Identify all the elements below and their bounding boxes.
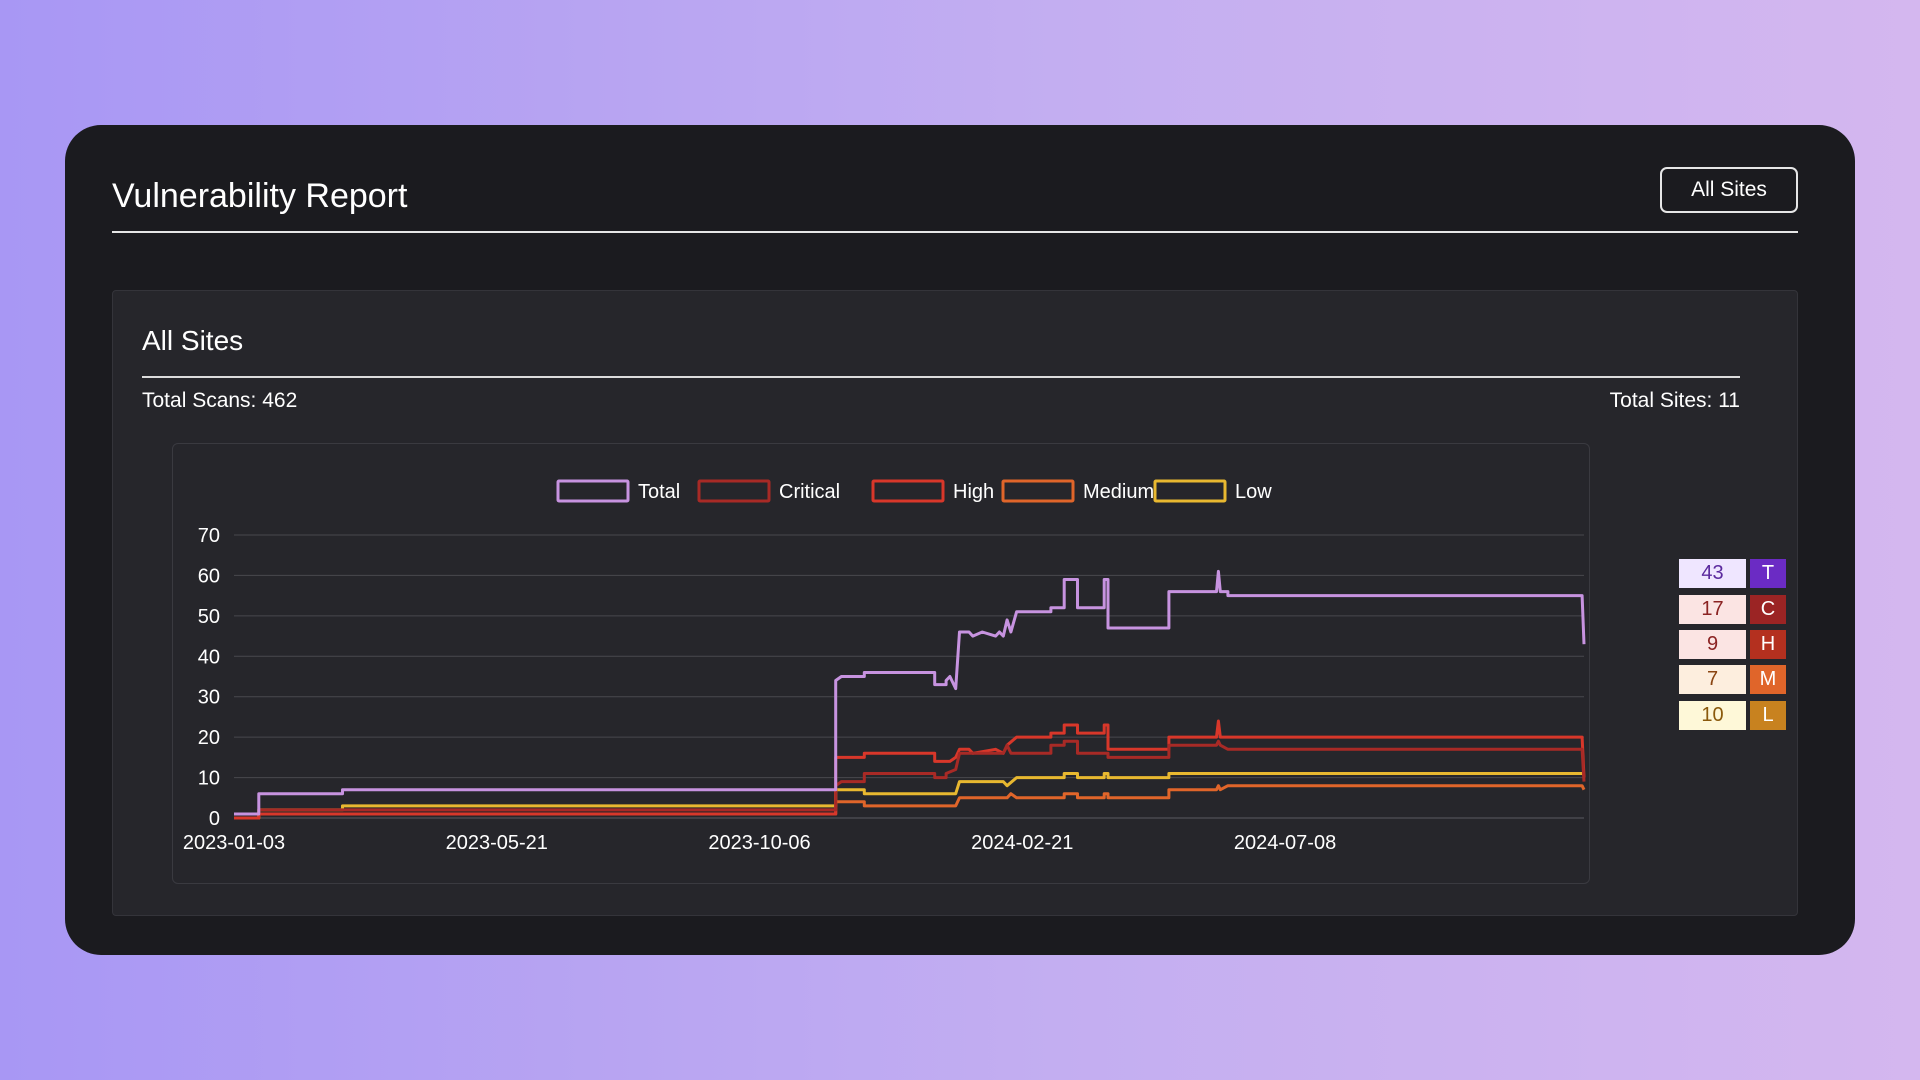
summary-low-key: L — [1750, 701, 1786, 730]
y-tick-label: 40 — [198, 646, 220, 668]
summary-high-key: H — [1750, 630, 1786, 659]
summary-medium: 7 M — [1679, 665, 1786, 694]
series-line-critical — [234, 739, 1586, 816]
report-header: Vulnerability Report All Sites — [112, 165, 1798, 233]
legend-label-total: Total — [638, 481, 680, 503]
x-tick-label: 2024-02-21 — [971, 832, 1073, 854]
summary-low-value: 10 — [1679, 701, 1746, 730]
summary-high: 9 H — [1679, 630, 1786, 659]
y-tick-label: 70 — [198, 525, 220, 547]
legend-swatch-total — [556, 479, 630, 503]
legend-label-high: High — [953, 481, 994, 503]
legend-swatch-high — [871, 479, 945, 503]
legend-swatch-critical — [697, 479, 771, 503]
x-tick-label: 2023-05-21 — [446, 832, 548, 854]
legend-swatch-low — [1153, 479, 1227, 503]
summary-medium-value: 7 — [1679, 665, 1746, 694]
legend-label-medium: Medium — [1083, 481, 1154, 503]
series-line-total — [234, 569, 1586, 816]
summary-critical: 17 C — [1679, 595, 1786, 624]
summary-critical-value: 17 — [1679, 595, 1746, 624]
page-title: Vulnerability Report — [112, 177, 408, 215]
site-panel: All Sites Total Scans: 462 Total Sites: … — [112, 290, 1798, 916]
summary-low: 10 L — [1679, 701, 1786, 730]
series-line-medium — [234, 784, 1586, 820]
x-tick-label: 2023-10-06 — [708, 832, 810, 854]
report-card: Vulnerability Report All Sites All Sites… — [65, 125, 1855, 955]
total-scans: Total Scans: 462 — [142, 389, 298, 412]
y-tick-label: 30 — [198, 687, 220, 709]
y-tick-label: 10 — [198, 768, 220, 790]
panel-divider — [142, 376, 1740, 378]
series-line-low — [234, 772, 1584, 820]
legend-label-critical: Critical — [779, 481, 840, 503]
legend-label-low: Low — [1235, 481, 1272, 503]
x-tick-label: 2023-01-03 — [183, 832, 285, 854]
vulnerability-chart: 0 10 20 30 40 50 60 70 2023-01-03 2023-05-21 2023-… — [172, 443, 1590, 884]
summary-total-key: T — [1750, 559, 1786, 588]
summary-total: 43 T — [1679, 559, 1786, 588]
summary-high-value: 9 — [1679, 630, 1746, 659]
chart-svg: 0 10 20 30 40 50 60 70 2023-01-03 2023-05-21 2023-… — [183, 479, 1586, 854]
y-tick-label: 50 — [198, 606, 220, 628]
legend-swatch-medium — [1001, 479, 1075, 503]
y-tick-label: 0 — [209, 808, 220, 830]
x-tick-label: 2024-07-08 — [1234, 832, 1336, 854]
site-select-button[interactable]: All Sites — [1660, 167, 1798, 213]
summary-critical-key: C — [1750, 595, 1786, 624]
y-tick-label: 20 — [198, 727, 220, 749]
y-tick-label: 60 — [198, 565, 220, 587]
summary-medium-key: M — [1750, 665, 1786, 694]
summary-total-value: 43 — [1679, 559, 1746, 588]
panel-title: All Sites — [142, 325, 244, 356]
total-sites: Total Sites: 11 — [1609, 389, 1740, 412]
series-line-high — [234, 719, 1586, 820]
